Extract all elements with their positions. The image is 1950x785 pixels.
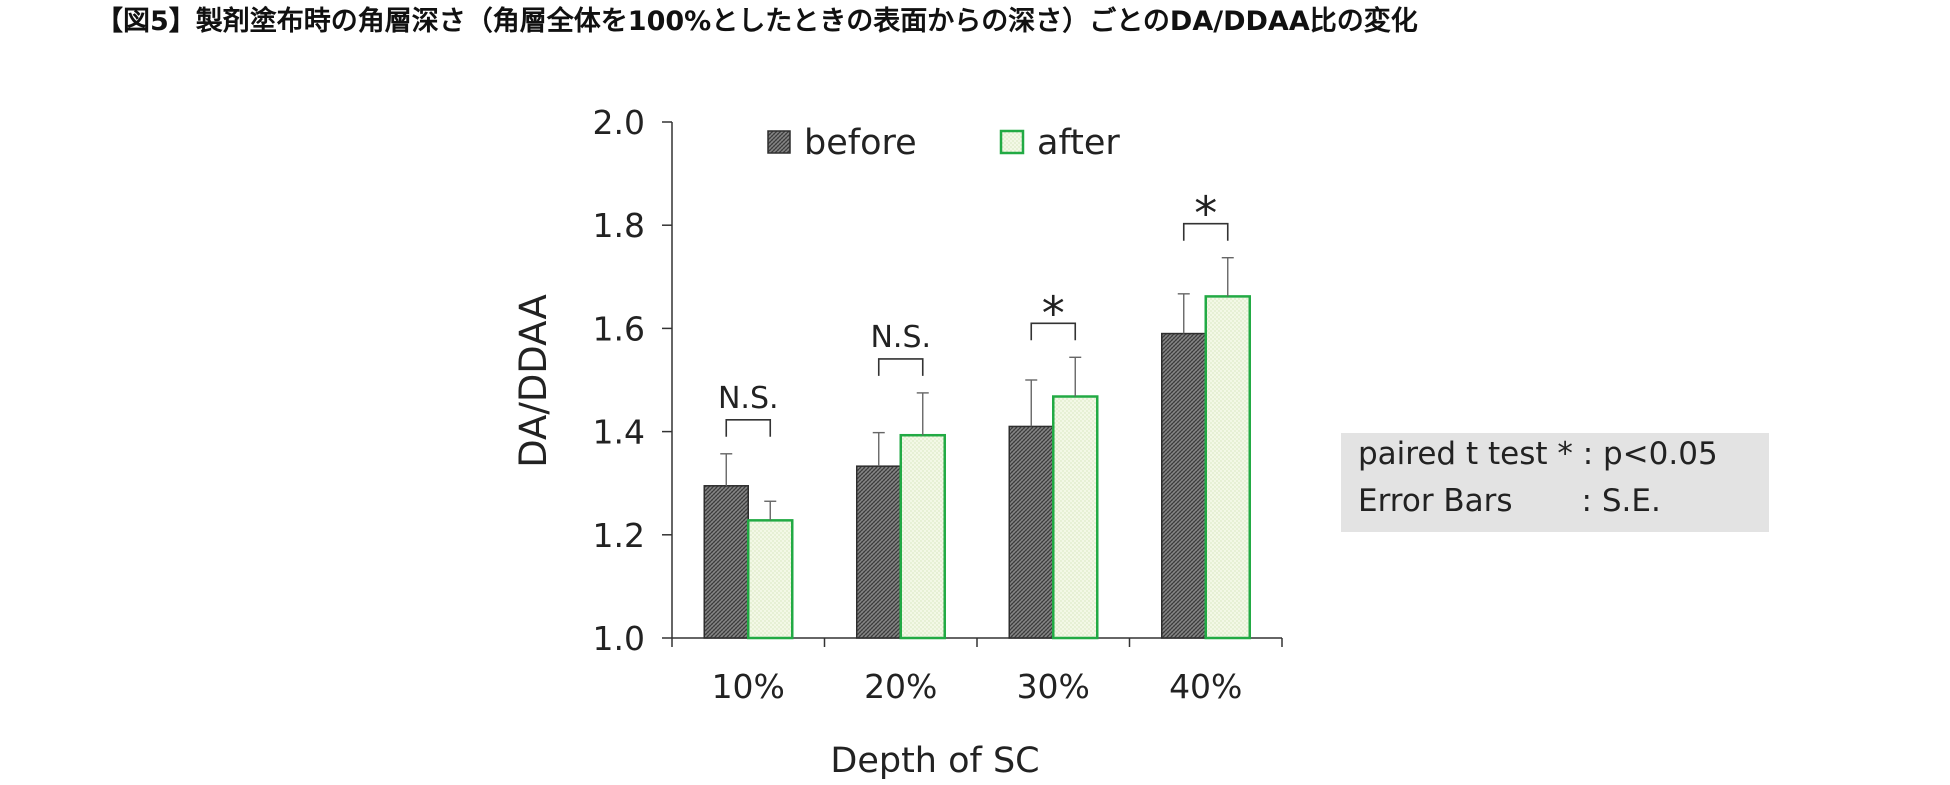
- significance-label: *: [1042, 286, 1065, 340]
- chart-bars: [703, 257, 1251, 640]
- x-tick-label: 20%: [864, 667, 937, 706]
- chart-axes: 1.0 1.2 1.4 1.6 1.8 2.0 10% 20% 30% 40% Depth of S…: [512, 103, 1283, 781]
- bar-after: [747, 519, 794, 640]
- y-tick-label: 1.4: [593, 413, 645, 452]
- legend-swatch-before: [767, 130, 791, 154]
- significance-label: N.S.: [718, 381, 779, 416]
- bar-before: [703, 485, 749, 639]
- y-tick-label: 1.6: [593, 309, 645, 348]
- stats-note-line-2: Error Bars : S.E.: [1358, 483, 1661, 519]
- bar-after: [899, 433, 946, 640]
- y-tick-label: 1.0: [593, 619, 645, 658]
- x-axis-title: Depth of SC: [830, 741, 1039, 781]
- bar-before: [1161, 332, 1207, 639]
- bar-before: [856, 465, 902, 639]
- significance-bracket: [1182, 222, 1229, 241]
- bar-after: [1204, 295, 1251, 640]
- x-tick-label: 40%: [1169, 667, 1242, 706]
- legend-swatch-after: [999, 129, 1025, 155]
- y-tick-label: 2.0: [593, 103, 645, 142]
- significance-label: N.S.: [870, 320, 931, 355]
- significance-label: *: [1194, 187, 1217, 241]
- figure-title: 【図5】製剤塗布時の角層深さ（角層全体を100%としたときの表面からの深さ）ごと…: [96, 6, 1418, 37]
- significance-bracket: [725, 418, 772, 437]
- significance-bracket: [1030, 322, 1077, 341]
- legend-label-before: before: [804, 123, 917, 163]
- x-tick-label: 30%: [1017, 667, 1090, 706]
- y-tick-label: 1.8: [593, 206, 645, 245]
- stats-note-box: paired t test * : p<0.05 Error Bars : S.…: [1341, 433, 1769, 532]
- x-tick-label: 10%: [712, 667, 785, 706]
- bar-before: [1008, 425, 1054, 639]
- chart-legend: before after: [767, 123, 1120, 163]
- chart-annotations: N.S. N.S. * *: [718, 187, 1229, 437]
- stats-note-line-1: paired t test * : p<0.05: [1358, 436, 1718, 472]
- legend-label-after: after: [1037, 123, 1120, 163]
- y-tick-label: 1.2: [593, 516, 645, 555]
- bar-after: [1052, 395, 1099, 640]
- y-axis-title: DA/DDAA: [512, 294, 555, 468]
- significance-bracket: [877, 358, 924, 376]
